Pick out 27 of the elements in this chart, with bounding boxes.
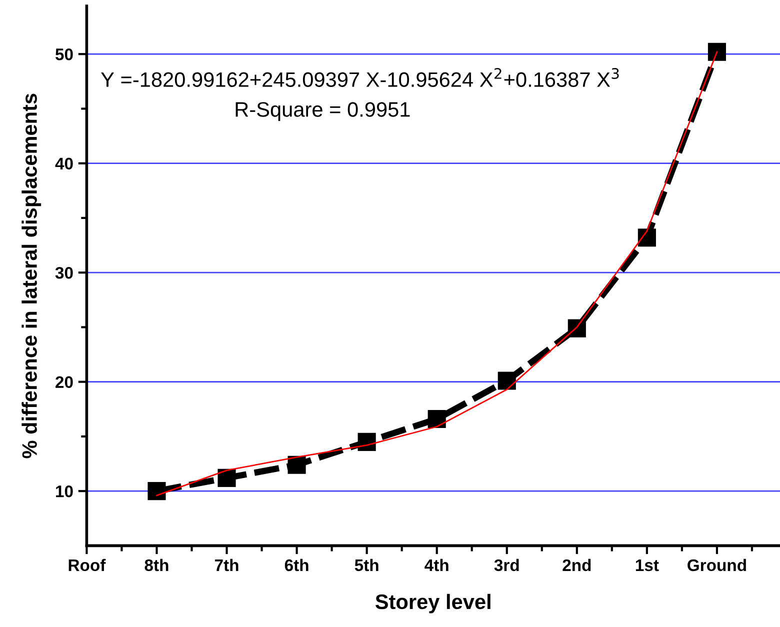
point: [638, 228, 656, 247]
point: [708, 42, 726, 61]
point: [218, 468, 236, 487]
y-tick-label: 40: [55, 158, 73, 170]
point: [428, 410, 446, 428]
y-tick-label: 30: [55, 266, 73, 279]
x-tick-label: 1st: [636, 560, 659, 572]
y-tick-label: 20: [56, 376, 73, 388]
annotation: Y =-1820.99162+245.09397 X-10.95624 X$^{2}$+0.16387 X$^{3}$: [101, 68, 619, 87]
x-tick-label: 3rd: [494, 558, 519, 572]
point: [498, 372, 516, 390]
x-tick-label: 5th: [354, 558, 378, 572]
x-axis-title: Storey level: [375, 594, 490, 614]
y-tick-label: 10: [56, 485, 73, 498]
x-tick-label: 7th: [214, 558, 238, 572]
x-tick-label: Ground: [688, 558, 746, 572]
x-tick-label: 2nd: [562, 558, 591, 572]
x-tick-label: 8th: [144, 558, 168, 572]
x-tick-label: 6th: [284, 558, 308, 572]
x-tick-label: Roof: [68, 558, 106, 572]
y-axis-title: % difference in lateral displacements: [22, 94, 42, 458]
point: [358, 432, 376, 451]
annotation: R-Square = 0.9951: [236, 102, 410, 121]
point: [288, 456, 306, 474]
x-tick-label: 4th: [424, 558, 448, 572]
y-tick-label: 50: [55, 48, 73, 60]
point: [148, 482, 166, 500]
